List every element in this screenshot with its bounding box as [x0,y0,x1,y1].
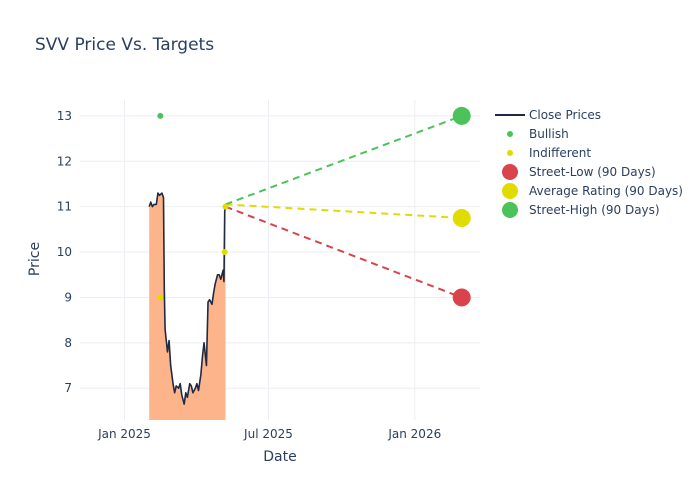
legend-swatch [507,150,513,156]
legend-item-label: Indifferent [529,146,591,160]
area-fill [149,193,226,420]
close-price-area [149,193,226,420]
target-line [225,114,463,206]
chart-title: SVV Price Vs. Targets [35,35,214,55]
target-line [225,203,462,220]
legend-swatch [507,131,513,137]
y-tick-label: 11 [57,200,72,214]
axes: 7 8 9 10 11 12 13 Jan 2025 Jul 2025 Jan 2026 [57,109,442,441]
target-end-marker [452,209,471,228]
indifferent-point [157,294,164,301]
legend-swatch [502,164,518,180]
legend-item-label: Street-High (90 Days) [529,203,660,217]
y-tick-label: 13 [57,109,72,123]
y-tick-label: 7 [64,381,72,395]
legend-item-label: Average Rating (90 Days) [529,184,683,198]
y-tick-label: 12 [57,154,72,168]
close-price-line [148,192,227,405]
y-tick-label: 8 [64,336,72,350]
target-end-marker [452,106,471,125]
y-axis-title: Price [27,242,43,276]
target-end-marker [452,288,471,307]
indifferent-point [221,249,228,256]
legend-swatch [502,183,518,199]
lines [148,114,463,405]
target-line [225,205,463,299]
y-tick-label: 9 [64,290,72,304]
x-tick-label: Jan 2025 [97,427,151,441]
legend-item-label: Street-Low (90 Days) [529,165,656,179]
indifferent-point [222,203,229,210]
legend: Close Prices Bullish Indifferent Street-Low… [495,108,683,218]
bullish-point [157,112,164,119]
x-tick-label: Jul 2025 [243,427,293,441]
y-tick-label: 10 [57,245,72,259]
legend-swatch [502,202,518,218]
x-tick-label: Jan 2026 [387,427,441,441]
grid [80,100,480,420]
markers [157,106,471,307]
legend-item-label: Close Prices [529,108,601,122]
legend-item-label: Bullish [529,127,569,141]
x-axis-title: Date [263,449,296,465]
